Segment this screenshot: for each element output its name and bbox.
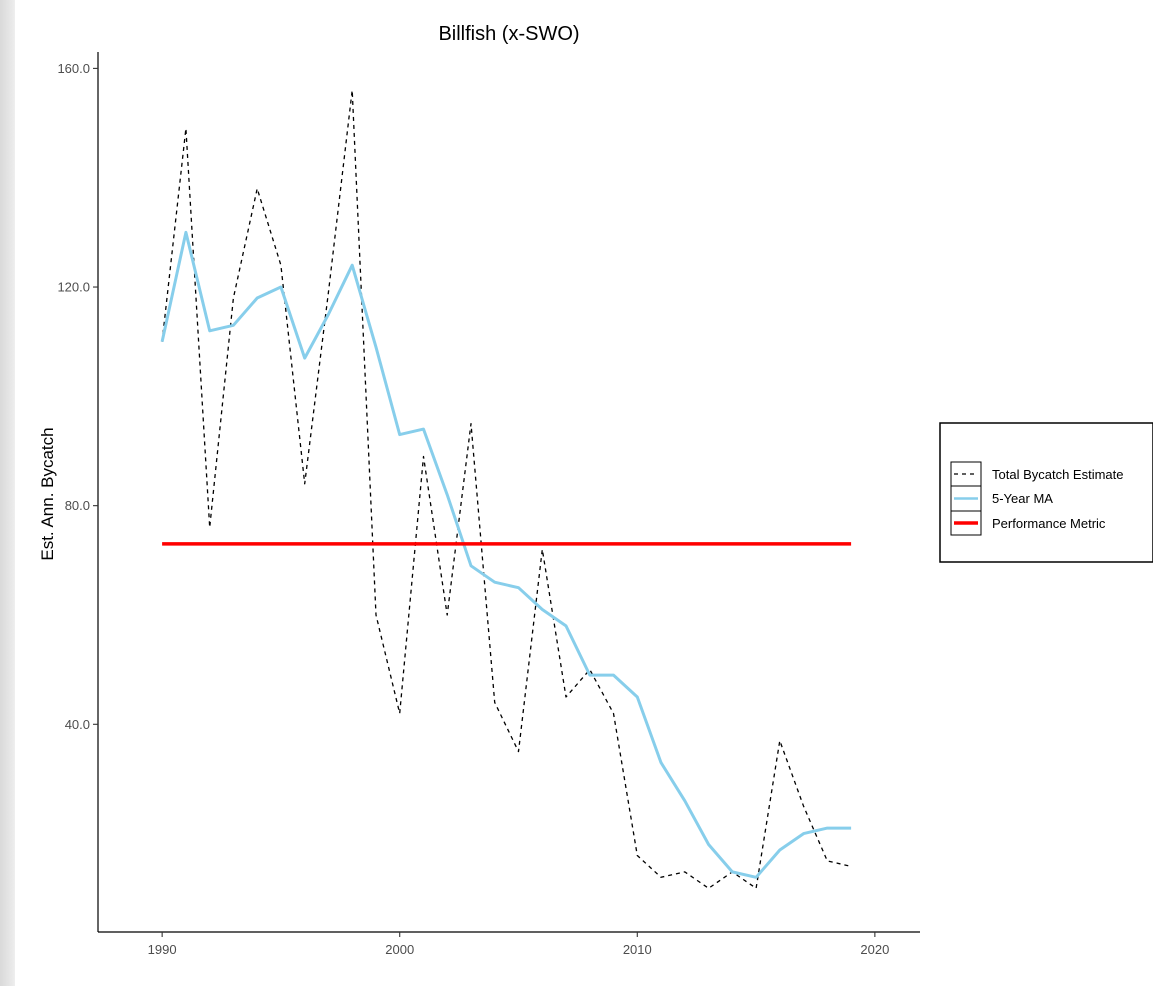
y-tick-label: 120.0: [57, 280, 90, 295]
line-chart: Billfish (x-SWO) Est. Ann. Bycatch 40.0 8…: [38, 23, 1153, 957]
y-axis-label: Est. Ann. Bycatch: [38, 427, 57, 560]
legend-label-performance-metric: Performance Metric: [992, 516, 1106, 531]
legend-label-total-bycatch: Total Bycatch Estimate: [992, 467, 1124, 482]
x-tick-label: 2000: [385, 942, 414, 957]
series-layer: [160, 89, 852, 889]
x-tick-label: 1990: [148, 942, 177, 957]
legend: Total Bycatch Estimate 5-Year MA Perform…: [939, 422, 1153, 563]
y-tick-label: 40.0: [65, 717, 90, 732]
y-ticks: 40.0 80.0 120.0 160.0: [57, 61, 98, 732]
chart-canvas: Billfish (x-SWO) Est. Ann. Bycatch 40.0 8…: [15, 0, 1153, 986]
legend-label-moving-average: 5-Year MA: [992, 491, 1053, 506]
series-line-total-bycatch: [161, 89, 852, 889]
series-line-moving-average: [160, 230, 852, 879]
chart-title: Billfish (x-SWO): [438, 23, 579, 45]
x-tick-label: 2010: [623, 942, 652, 957]
x-tick-label: 2020: [860, 942, 889, 957]
x-ticks: 1990 2000 2010 2020: [148, 932, 889, 957]
y-tick-label: 160.0: [57, 61, 90, 76]
y-tick-label: 80.0: [65, 498, 90, 513]
